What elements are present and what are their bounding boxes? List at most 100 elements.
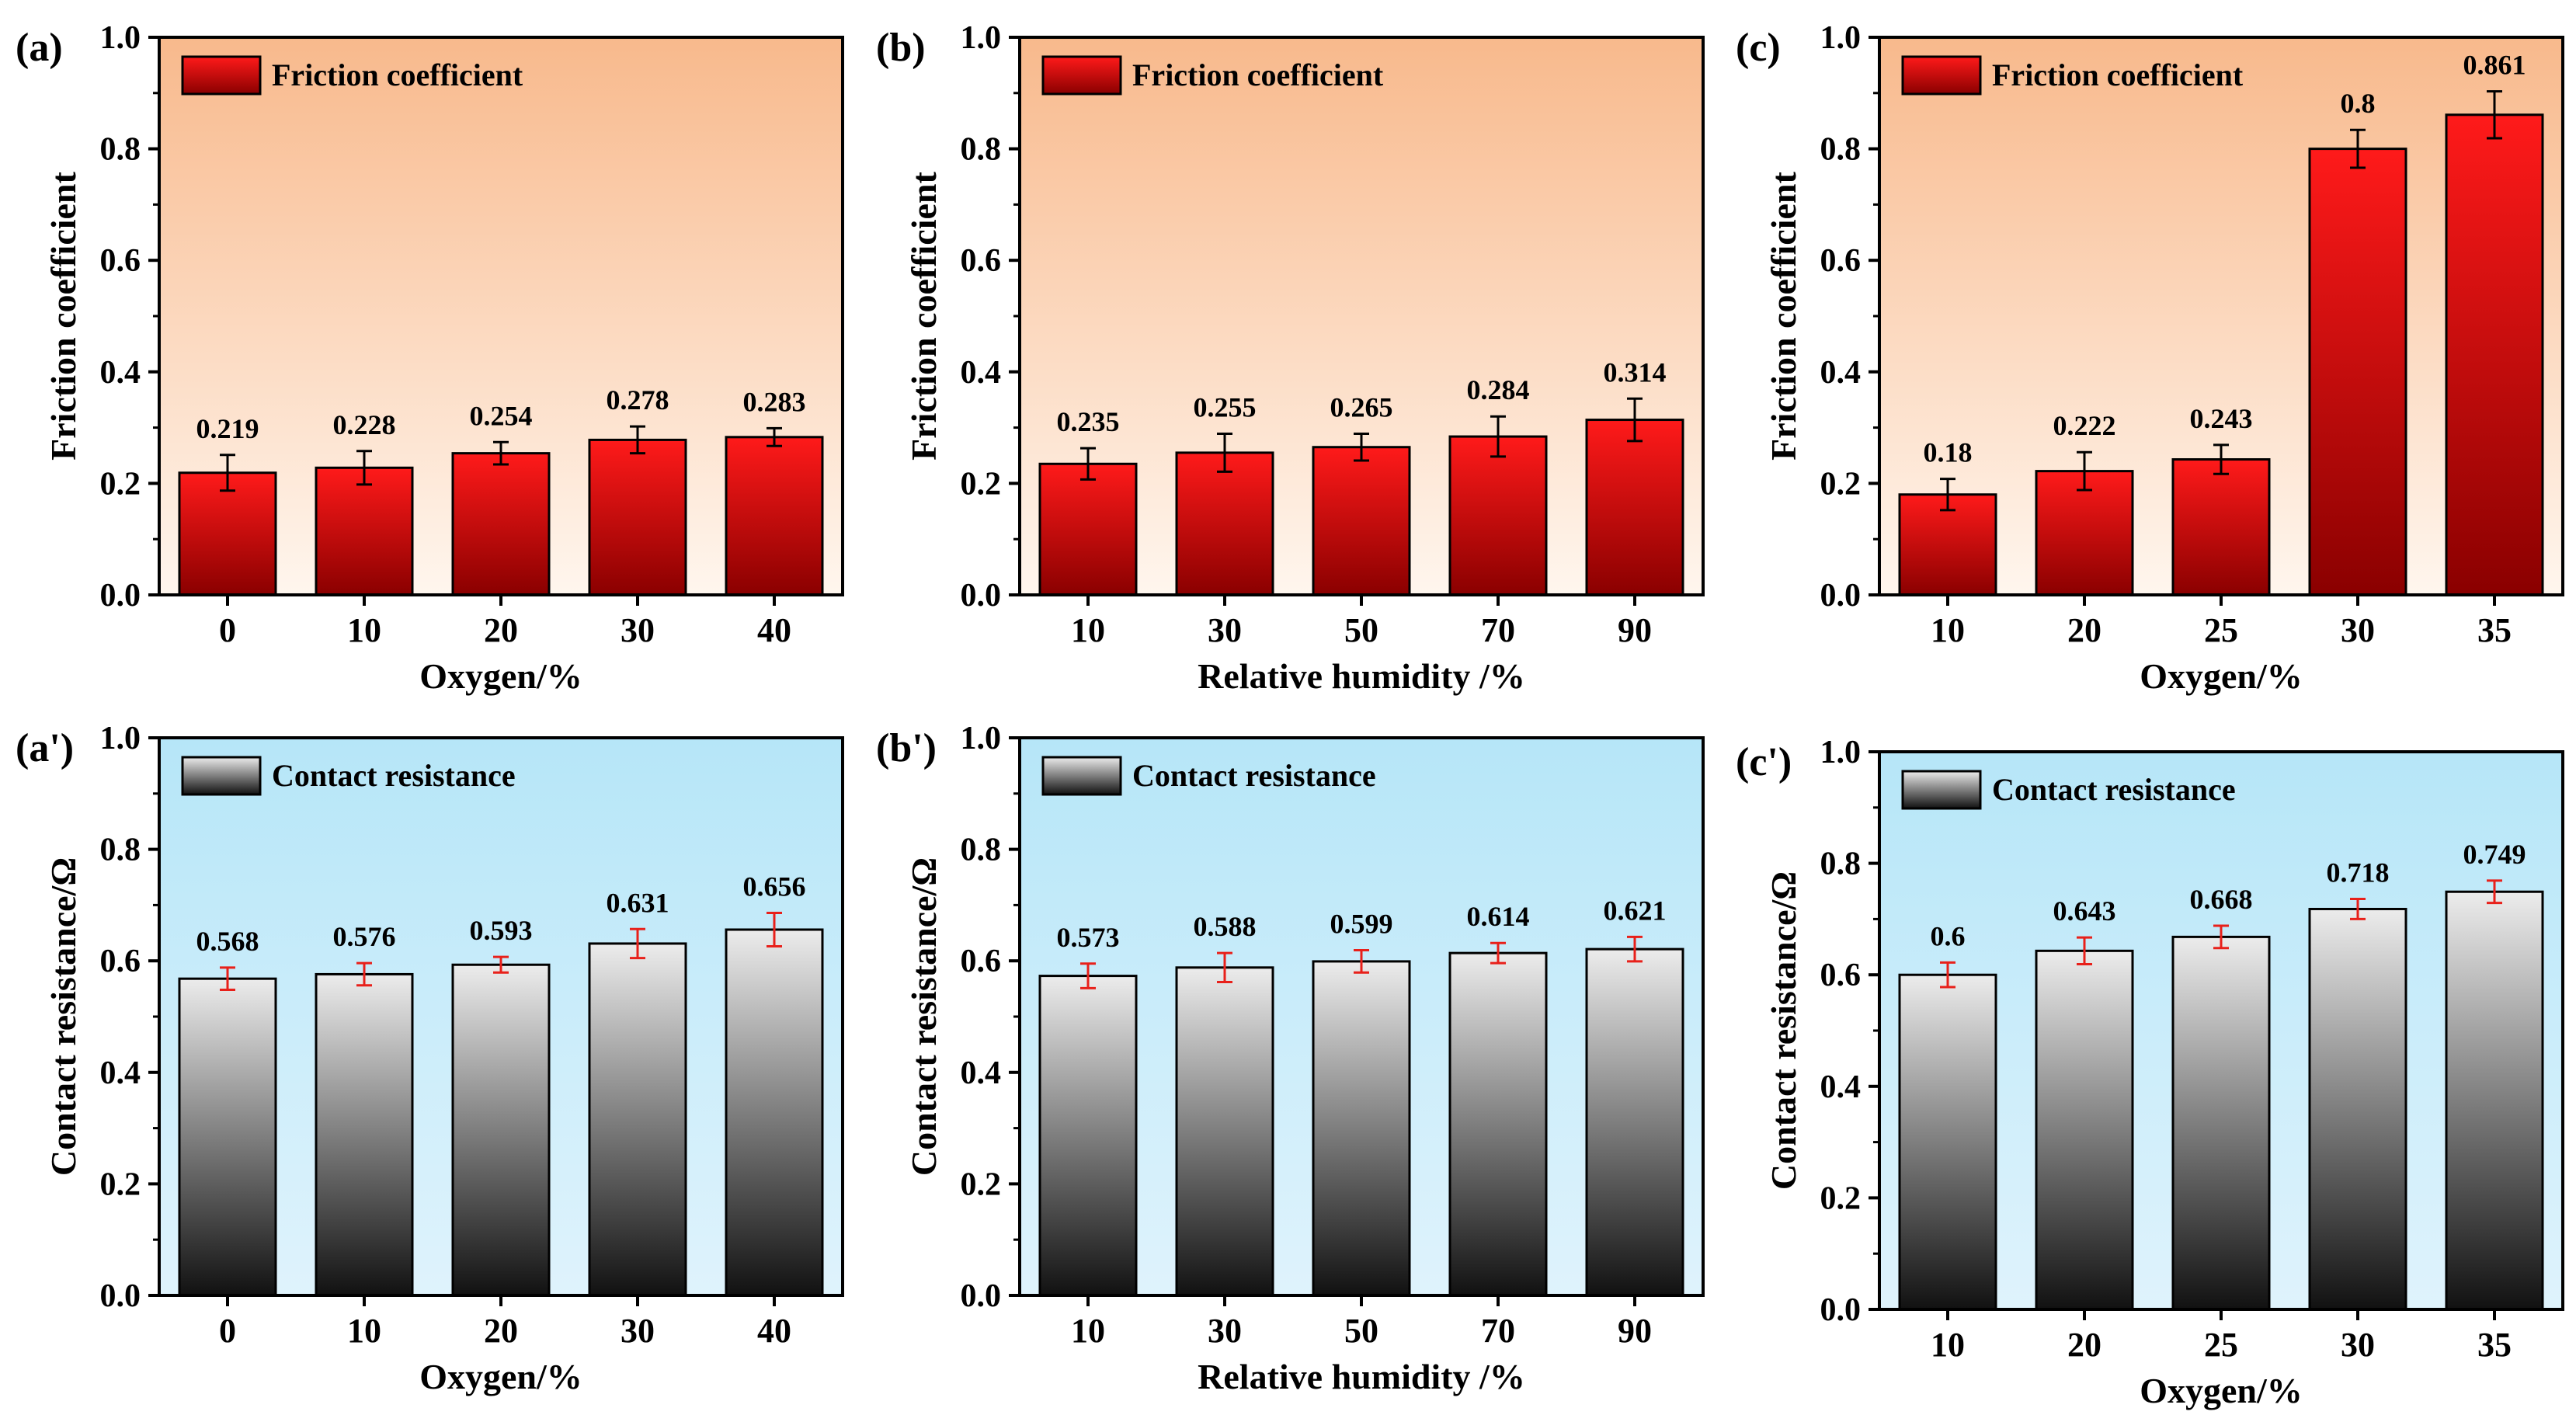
y-tick-label: 0.8 [1820, 132, 1862, 168]
bar-70 [1448, 435, 1548, 596]
value-label-0: 0.568 [196, 926, 259, 957]
y-tick-label: 0.4 [100, 355, 141, 391]
x-tick-label-30: 30 [621, 611, 655, 649]
panel-b2: 0.0 0.2 0.4 0.6 0.8 1.0 0.573 10 0.588 30 0.599 50 0… [876, 721, 1705, 1396]
value-label-10: 0.235 [1057, 406, 1120, 437]
error-bar-40 [767, 911, 782, 948]
value-label-30: 0.631 [607, 887, 669, 918]
error-bar-0 [220, 966, 235, 992]
error-bar-10 [356, 450, 372, 486]
bar-40 [725, 928, 824, 1297]
bar-10 [1038, 462, 1138, 596]
legend-label: Contact resistance [1992, 772, 2236, 807]
error-bar-10 [356, 961, 372, 987]
legend-label: Friction coefficient [1992, 57, 2244, 92]
x-tick-label-10: 10 [347, 611, 381, 649]
value-label-50: 0.599 [1330, 909, 1393, 940]
bar-20 [2035, 470, 2134, 596]
y-tick-label: 0.2 [961, 466, 1002, 502]
x-tick-label-20: 20 [2067, 611, 2101, 649]
x-axis-label: Oxygen/% [419, 1357, 582, 1396]
value-label-40: 0.656 [743, 871, 806, 902]
panel-label: (a') [16, 726, 74, 770]
value-label-35: 0.749 [2463, 839, 2526, 870]
value-label-10: 0.6 [1931, 920, 1966, 951]
value-label-10: 0.573 [1057, 922, 1120, 953]
x-axis-label: Oxygen/% [2140, 1371, 2303, 1410]
value-label-30: 0.255 [1194, 391, 1257, 422]
y-tick-label: 0.2 [961, 1166, 1002, 1202]
error-bar-35 [2487, 90, 2502, 140]
panel-label: (b) [876, 26, 926, 70]
error-bar-20 [2077, 936, 2092, 966]
x-tick-label-25: 25 [2204, 611, 2238, 649]
axes-frame [1018, 736, 1705, 1297]
y-tick-label: 0.6 [100, 944, 141, 979]
x-tick-label-10: 10 [1931, 1326, 1965, 1364]
y-tick-label: 0.0 [1820, 1292, 1862, 1328]
bar-30 [588, 438, 687, 596]
value-label-25: 0.668 [2190, 884, 2253, 915]
value-label-20: 0.254 [470, 400, 533, 431]
error-bar-10 [1940, 478, 1955, 512]
y-tick-label: 0.8 [100, 132, 141, 168]
error-bar-0 [220, 454, 235, 492]
axes-frame [158, 736, 844, 1297]
y-tick-label: 1.0 [100, 721, 141, 756]
bar-0 [178, 977, 277, 1297]
x-tick-label-40: 40 [757, 611, 791, 649]
legend-swatch [181, 756, 262, 796]
y-tick-label: 0.6 [100, 243, 141, 279]
x-tick-label-90: 90 [1618, 611, 1652, 649]
error-bar-20 [2077, 450, 2092, 492]
bar-20 [451, 963, 551, 1297]
legend-label: Friction coefficient [272, 57, 523, 92]
value-label-30: 0.8 [2341, 88, 2376, 119]
y-tick-label: 0.6 [961, 944, 1002, 979]
x-tick-label-0: 0 [219, 1312, 236, 1350]
x-tick-label-40: 40 [757, 1312, 791, 1350]
value-label-25: 0.243 [2190, 403, 2253, 434]
error-bar-30 [2350, 128, 2366, 169]
y-tick-label: 0.2 [1820, 466, 1862, 502]
x-tick-label-10: 10 [1931, 611, 1965, 649]
error-bar-20 [493, 955, 509, 974]
x-axis-label: Oxygen/% [2140, 656, 2303, 696]
y-tick-label: 0.2 [100, 466, 141, 502]
y-axis-label: Friction coefficient [43, 171, 83, 460]
x-tick-label-35: 35 [2477, 611, 2512, 649]
error-bar-50 [1354, 432, 1369, 462]
x-tick-label-20: 20 [484, 611, 518, 649]
error-bar-25 [2213, 924, 2229, 950]
x-tick-label-30: 30 [1208, 1312, 1242, 1350]
error-bar-30 [630, 425, 645, 455]
legend-swatch [1041, 756, 1122, 796]
x-tick-label-0: 0 [219, 611, 236, 649]
bar-90 [1585, 419, 1684, 596]
x-tick-label-50: 50 [1344, 1312, 1378, 1350]
value-label-90: 0.621 [1604, 895, 1667, 926]
x-tick-label-70: 70 [1481, 611, 1515, 649]
y-tick-label: 1.0 [1820, 735, 1862, 770]
legend-swatch [181, 55, 262, 96]
error-bar-10 [1940, 961, 1955, 989]
panel-a: 0.0 0.2 0.4 0.6 0.8 1.0 0.219 0 0.228 10 0.254 20 0.… [16, 20, 844, 696]
x-tick-label-30: 30 [1208, 611, 1242, 649]
y-tick-label: 1.0 [961, 20, 1002, 56]
x-tick-label-30: 30 [2341, 1326, 2375, 1364]
x-tick-label-30: 30 [621, 1312, 655, 1350]
y-tick-label: 0.0 [100, 578, 141, 614]
legend-swatch [1041, 55, 1122, 96]
bar-35 [2445, 890, 2544, 1311]
error-bar-10 [1080, 447, 1096, 481]
legend-swatch [1901, 55, 1982, 96]
x-tick-label-35: 35 [2477, 1326, 2512, 1364]
value-label-10: 0.576 [333, 921, 396, 952]
error-bar-10 [1080, 962, 1096, 989]
legend-label: Contact resistance [1132, 758, 1376, 793]
bar-50 [1312, 960, 1411, 1297]
error-bar-90 [1627, 935, 1643, 963]
y-tick-label: 1.0 [100, 20, 141, 56]
y-tick-label: 0.8 [100, 833, 141, 868]
